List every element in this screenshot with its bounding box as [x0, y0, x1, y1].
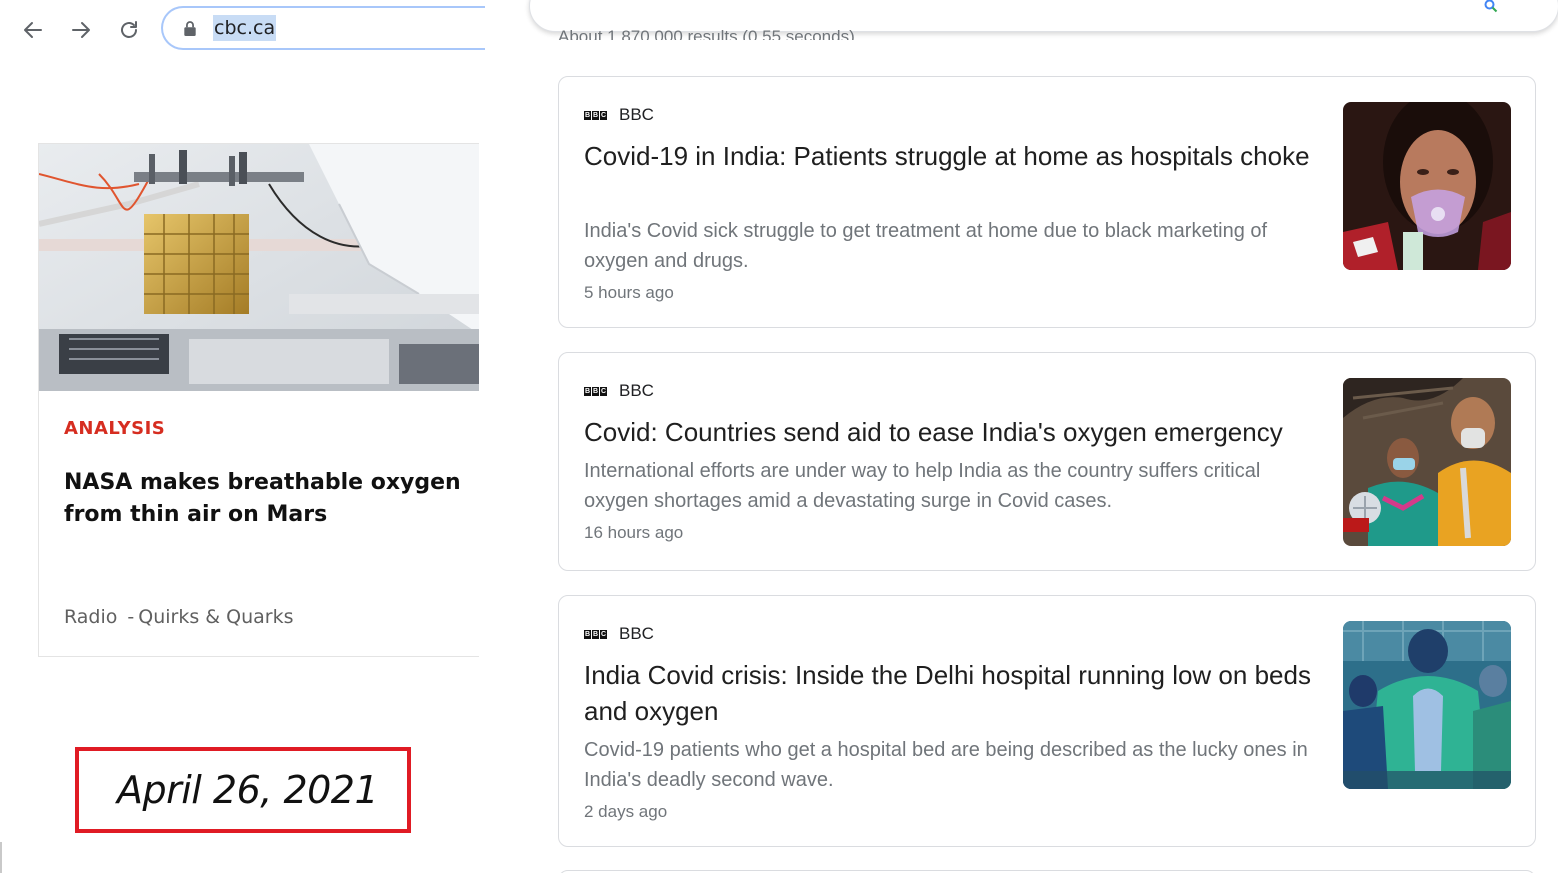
- result-thumbnail[interactable]: [1343, 621, 1511, 789]
- result-title[interactable]: Covid-19 in India: Patients struggle at …: [584, 141, 1310, 171]
- meta-separator: -: [127, 606, 135, 628]
- url-text[interactable]: cbc.ca: [213, 15, 277, 41]
- result-thumbnail[interactable]: [1343, 102, 1511, 270]
- scrollbar-edge: [0, 842, 2, 873]
- source-name: BBC: [619, 381, 654, 400]
- arrow-left-icon: [24, 22, 42, 38]
- result-title[interactable]: Covid: Countries send aid to ease India'…: [584, 417, 1283, 447]
- result-snippet: India's Covid sick struggle to get treat…: [584, 220, 1268, 272]
- article-meta: Radio - Quirks & Quarks: [64, 606, 294, 628]
- results-stats: About 1,870,000 results (0.55 seconds): [558, 27, 855, 40]
- address-bar[interactable]: cbc.ca: [161, 6, 491, 50]
- date-stamp-box: April 26, 2021: [75, 747, 411, 833]
- result-time: 16 hours ago: [584, 523, 684, 542]
- article-program[interactable]: Quirks & Quarks: [138, 606, 294, 628]
- article-card[interactable]: ANALYSIS NASA makes breathable oxygen fr…: [38, 143, 479, 657]
- lock-icon: [183, 19, 199, 37]
- date-stamp-text: April 26, 2021: [117, 768, 379, 812]
- reload-icon: [121, 21, 137, 38]
- back-button[interactable]: [17, 14, 49, 46]
- source-name: BBC: [619, 624, 654, 643]
- result-time: 2 days ago: [584, 802, 668, 821]
- reload-button[interactable]: [113, 14, 145, 46]
- forward-button[interactable]: [65, 14, 97, 46]
- result-snippet: Covid-19 patients who get a hospital bed…: [584, 739, 1308, 791]
- source-name: BBC: [619, 105, 654, 124]
- result-time: 5 hours ago: [584, 283, 674, 302]
- search-box[interactable]: [529, 0, 1558, 32]
- result-title[interactable]: India Covid crisis: Inside the Delhi hos…: [584, 660, 1311, 726]
- arrow-right-icon: [72, 22, 90, 38]
- search-results-panel: About 1,870,000 results (0.55 seconds) B…: [485, 0, 1558, 873]
- article-headline[interactable]: NASA makes breathable oxygen from thin a…: [64, 470, 461, 527]
- cbc-browser-panel: cbc.ca: [0, 0, 491, 873]
- article-tag[interactable]: ANALYSIS: [64, 418, 166, 439]
- mars-oxygen-instrument-image: [39, 144, 479, 391]
- result-thumbnail[interactable]: [1343, 378, 1511, 546]
- search-icon: [1484, 0, 1498, 13]
- article-section[interactable]: Radio: [64, 606, 118, 628]
- result-snippet: International efforts are under way to h…: [584, 460, 1261, 512]
